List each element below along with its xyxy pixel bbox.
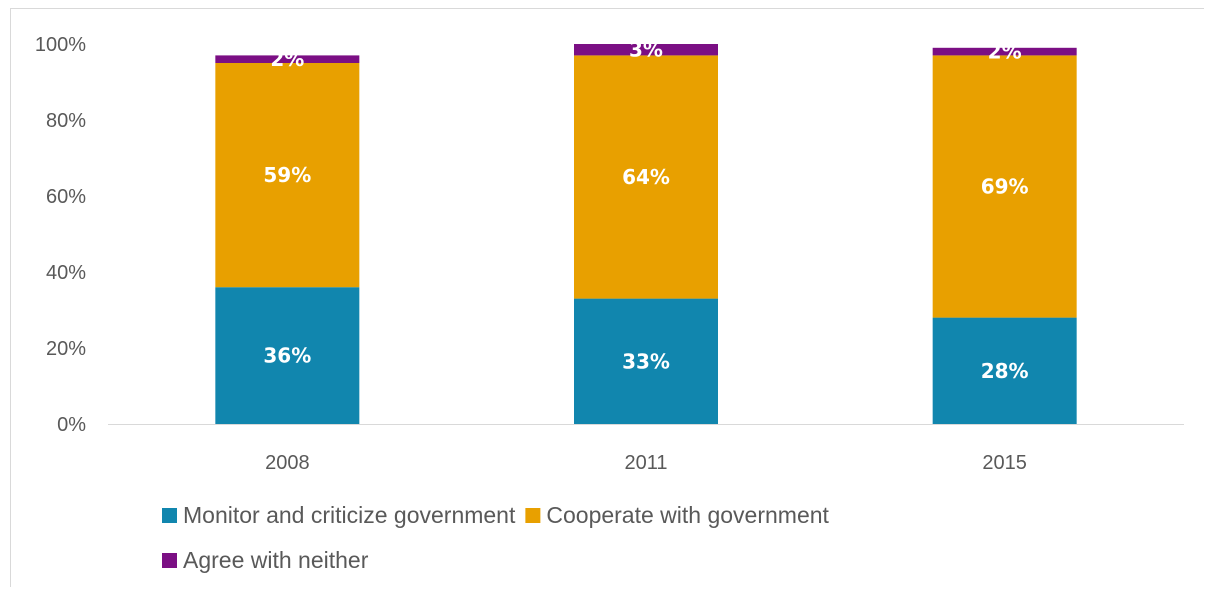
legend-label: Monitor and criticize government [183,502,516,528]
bar-segment-cooperate-with-government [574,55,718,299]
bar-segment-agree-with-neither [215,55,360,63]
bar-segment-cooperate-with-government [932,55,1077,318]
data-labels: 36% 59% 2% 33% 64% 3% 28% 69% 2% [263,38,1028,383]
legend-label: Cooperate with government [546,502,829,528]
bar-segment-agree-with-neither [932,47,1077,56]
chart-frame [10,8,1204,587]
bar-segment-monitor-and-criticize-government [932,317,1077,424]
data-label-monitor-and-criticize-government: 28% [981,359,1029,383]
legend-swatch [525,508,541,523]
legend-swatch [162,508,177,523]
data-label-agree-with-neither: 3% [629,38,663,62]
y-tick-label: 0% [57,414,86,436]
data-label-cooperate-with-government: 59% [263,163,311,187]
legend: Monitor and criticize government Cooperat… [162,502,830,573]
legend-item-agree-with-neither: Agree with neither [162,547,369,573]
y-tick-label: 40% [46,262,86,284]
data-label-cooperate-with-government: 64% [622,165,670,189]
legend-label: Agree with neither [183,547,369,573]
x-axis: 2008 2011 2015 [108,424,1184,474]
bar-segment-monitor-and-criticize-government [574,298,718,424]
y-axis: 0% 20% 40% 60% 80% 100% [35,34,86,436]
data-label-monitor-and-criticize-government: 33% [622,349,670,373]
y-tick-label: 80% [46,110,86,132]
bar-segment-monitor-and-criticize-government [215,287,360,424]
x-tick-label: 2008 [265,452,310,474]
legend-swatch [162,553,177,568]
data-label-monitor-and-criticize-government: 36% [263,344,311,368]
data-label-cooperate-with-government: 69% [981,175,1029,199]
y-tick-label: 100% [35,34,86,56]
x-tick-label: 2011 [624,452,667,474]
bar-segment-cooperate-with-government [215,63,360,288]
bars [215,44,1077,424]
bar-segment-agree-with-neither [574,44,718,56]
data-label-agree-with-neither: 2% [988,40,1022,64]
legend-item-monitor-and-criticize-government: Monitor and criticize government [162,502,516,528]
legend-item-cooperate-with-government: Cooperate with government [525,502,830,528]
y-tick-label: 20% [46,338,86,360]
x-tick-label: 2015 [982,452,1027,474]
data-label-agree-with-neither: 2% [270,47,304,71]
y-tick-label: 60% [46,186,86,208]
